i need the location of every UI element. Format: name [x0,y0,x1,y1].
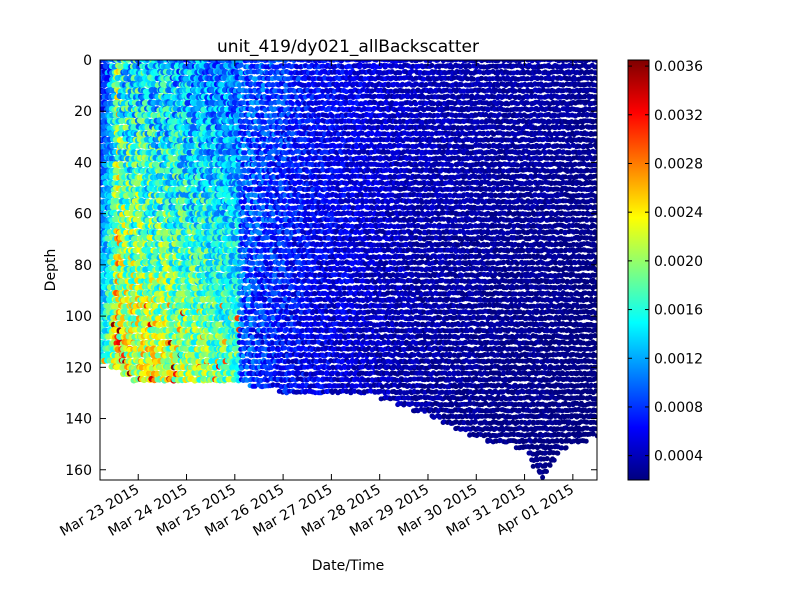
scatter-point [242,150,248,156]
scatter-point [282,345,288,351]
scatter-point [270,345,276,351]
scatter-points [100,60,597,480]
chart-title: unit_419/dy021_allBackscatter [217,37,479,57]
scatter-point [280,173,286,179]
plot-area [100,60,597,480]
scatter-point [262,119,268,125]
scatter-point [248,125,254,131]
